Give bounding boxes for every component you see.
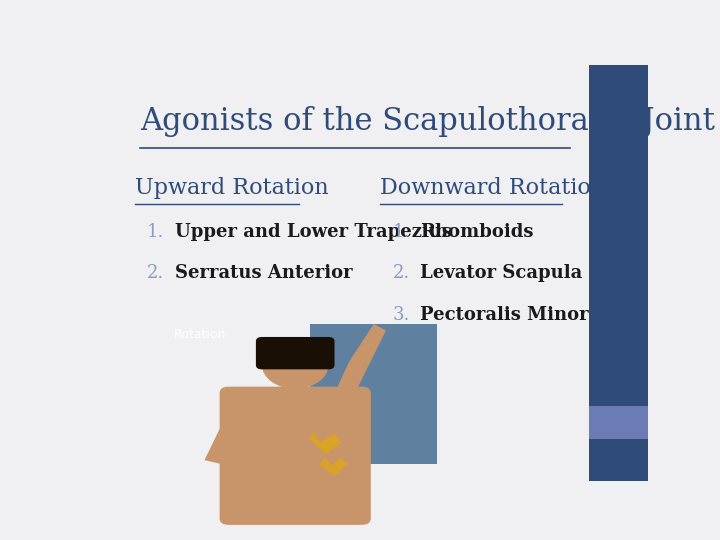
Circle shape [262, 341, 328, 389]
Text: Rotation: Rotation [174, 328, 227, 341]
Bar [590, 439, 648, 481]
Text: 1.: 1. [147, 223, 164, 241]
Polygon shape [204, 410, 247, 464]
FancyBboxPatch shape [310, 324, 437, 464]
Bar [590, 406, 648, 439]
Text: Agonists of the Scapulothoracic Joint: Agonists of the Scapulothoracic Joint [140, 106, 715, 137]
Text: 2.: 2. [392, 265, 410, 282]
Polygon shape [331, 324, 386, 404]
Polygon shape [320, 458, 346, 475]
Text: 3.: 3. [392, 306, 410, 324]
Polygon shape [310, 432, 341, 454]
Text: Rhomboids: Rhomboids [420, 223, 534, 241]
Text: Upward Rotation: Upward Rotation [135, 177, 328, 199]
Text: Pectoralis Minor: Pectoralis Minor [420, 306, 589, 324]
FancyBboxPatch shape [220, 387, 371, 525]
FancyBboxPatch shape [256, 337, 335, 369]
Text: Downward Rotation: Downward Rotation [380, 177, 606, 199]
Text: Serratus Anterior: Serratus Anterior [175, 265, 353, 282]
Text: 2.: 2. [147, 265, 164, 282]
Text: Levator Scapula: Levator Scapula [420, 265, 582, 282]
Bar [590, 65, 648, 406]
Text: Upper and Lower Trapezius: Upper and Lower Trapezius [175, 223, 452, 241]
Text: 1.: 1. [392, 223, 410, 241]
